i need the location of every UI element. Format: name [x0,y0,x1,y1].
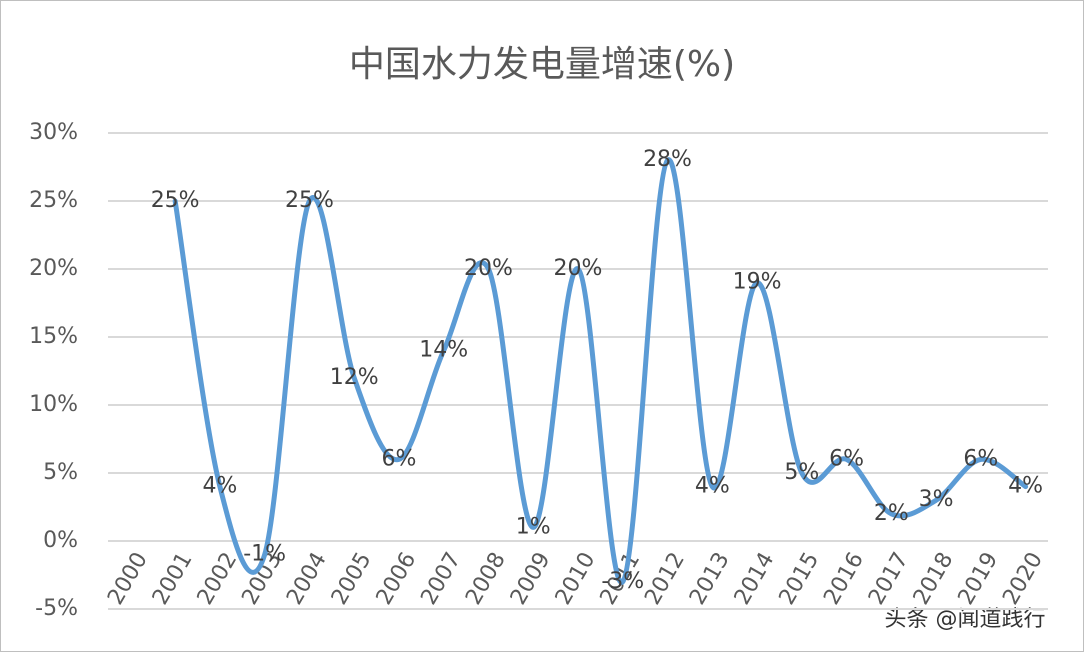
y-tick-label: 30% [29,120,78,145]
value-label: 3% [919,487,954,512]
y-tick-label: -5% [35,596,78,621]
value-label: 25% [285,188,334,213]
chart-title: 中国水力发电量增速(%) [349,44,735,85]
y-tick-label: 15% [29,324,78,349]
value-label: 2% [874,501,909,526]
value-label: 5% [784,460,819,485]
value-label: 28% [643,147,692,172]
watermark: 头条 @闻道践行 [885,607,1046,632]
value-label: 6% [381,446,416,471]
value-label: 6% [829,446,864,471]
value-label: -3% [601,569,644,594]
value-label: 19% [733,270,782,295]
value-label: -1% [243,542,286,567]
y-tick-label: 10% [29,392,78,417]
data-line [172,157,1029,585]
value-label: 25% [151,188,200,213]
y-tick-label: 5% [43,460,78,485]
value-label: 20% [464,256,513,281]
value-label: 4% [1008,474,1043,499]
value-label: 4% [695,474,730,499]
value-label: 1% [516,514,551,539]
y-tick-label: 25% [29,188,78,213]
y-tick-label: 0% [43,528,78,553]
value-label: 14% [419,338,468,363]
value-label: 20% [554,256,603,281]
value-label: 4% [202,474,237,499]
y-tick-label: 20% [29,256,78,281]
value-label: 12% [330,365,379,390]
value-label: 6% [963,446,998,471]
